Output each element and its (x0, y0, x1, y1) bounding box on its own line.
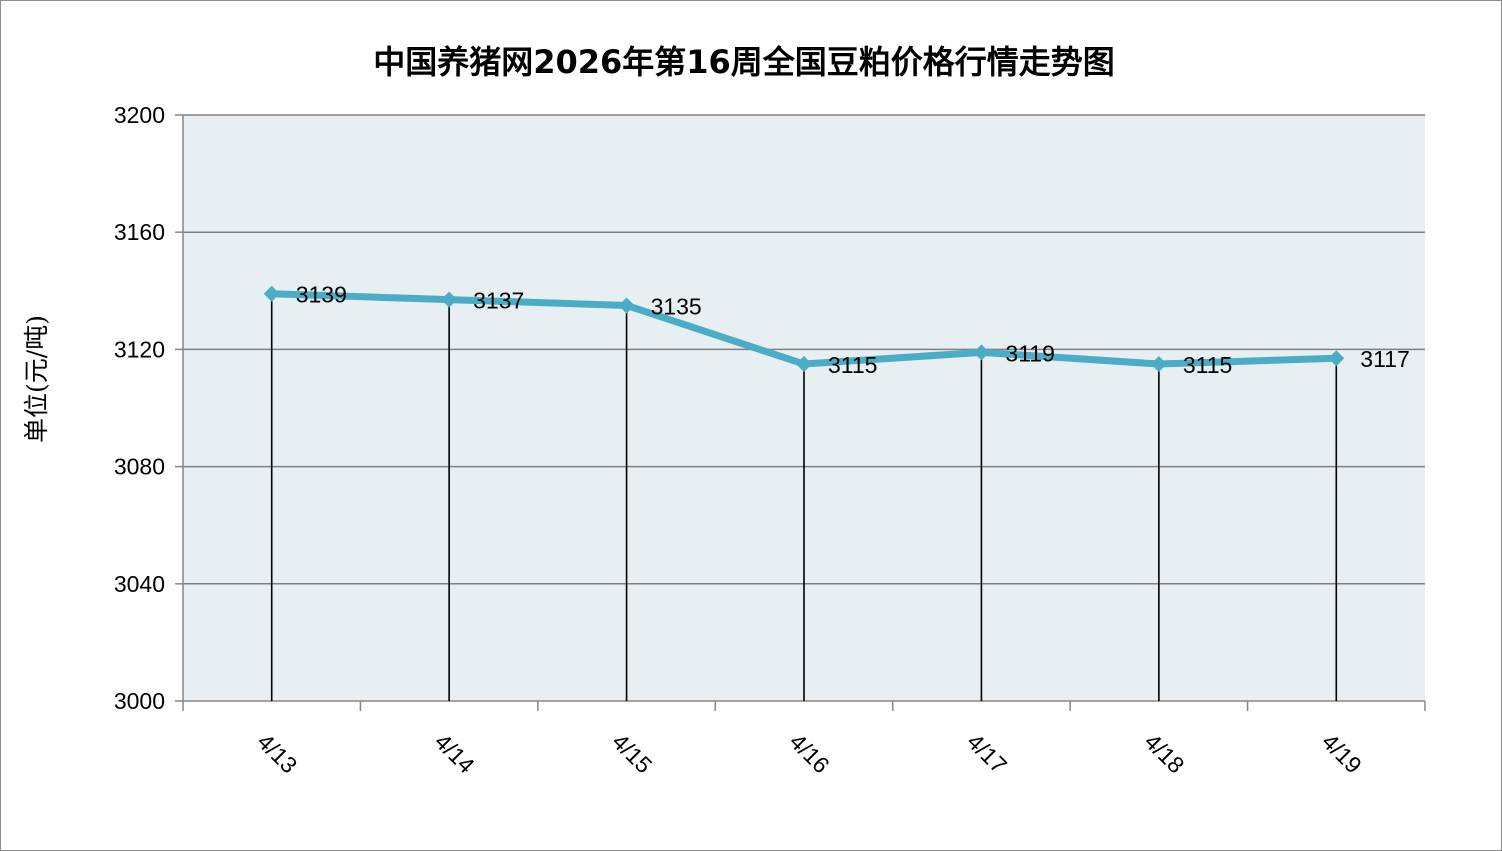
y-tick-label: 3200 (114, 102, 165, 128)
y-tick-label: 3080 (114, 454, 165, 480)
data-label: 3139 (296, 282, 347, 308)
drop-lines (270, 293, 1338, 701)
y-tick-label: 3040 (114, 571, 165, 597)
data-label: 3119 (1005, 340, 1054, 366)
x-tick-label: 4/14 (430, 728, 480, 778)
data-label: 3115 (1183, 352, 1232, 378)
data-point-marker (973, 344, 990, 361)
data-labels: 3139 3137 3135 3115 3119 3115 3117 (296, 282, 1410, 378)
x-tick-label: 4/15 (607, 728, 657, 778)
data-point-marker (1328, 350, 1345, 367)
x-tick-label: 4/19 (1317, 728, 1367, 778)
data-label: 3115 (828, 352, 877, 378)
y-tick-label: 3160 (114, 219, 165, 245)
y-tick-label: 3120 (114, 336, 165, 362)
data-point-marker (1150, 356, 1167, 373)
data-label: 3137 (473, 288, 524, 314)
data-point-marker (441, 291, 458, 308)
x-tick-label: 4/17 (962, 728, 1012, 778)
data-label: 3117 (1360, 346, 1409, 372)
series-layer (263, 285, 1345, 373)
data-point-marker (618, 297, 635, 314)
data-point-marker (796, 356, 812, 373)
x-tick-label: 4/18 (1139, 728, 1189, 778)
x-tick-label: 4/16 (785, 728, 835, 778)
data-point-marker (263, 285, 280, 302)
y-tick-label: 3000 (114, 688, 165, 714)
chart-title: 中国养猪网2026年第16周全国豆粕价格行情走势图 (373, 43, 1115, 81)
x-tick-label: 4/13 (252, 728, 302, 778)
data-label: 3135 (651, 293, 702, 319)
